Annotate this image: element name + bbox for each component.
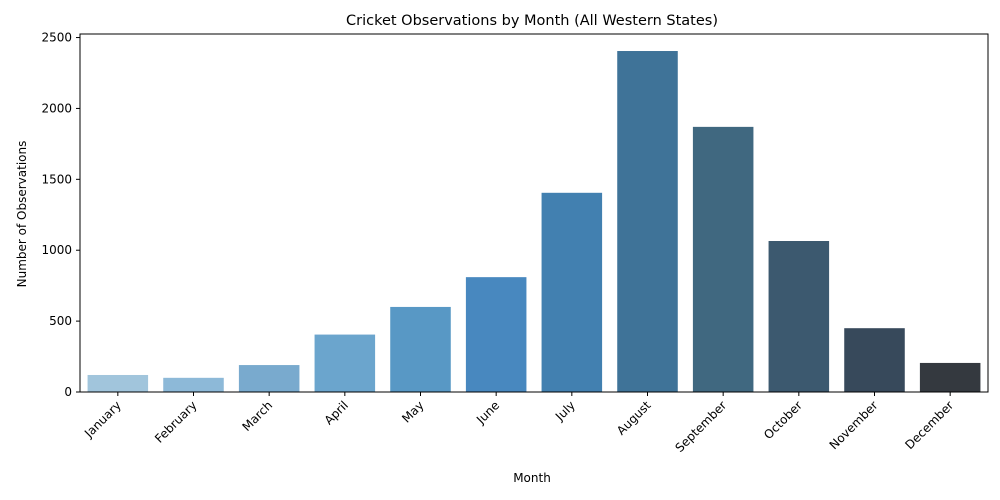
- x-tick-label-june: June: [473, 398, 502, 427]
- x-tick-label-march: March: [240, 398, 276, 434]
- bar-april: [314, 334, 376, 392]
- y-tick-label: 1500: [41, 172, 72, 186]
- y-axis-label: Number of Observations: [15, 141, 29, 288]
- x-tick-label-august: August: [614, 398, 654, 438]
- x-tick-label-february: February: [152, 398, 200, 446]
- bar-october: [768, 241, 830, 392]
- bars-group: [87, 51, 981, 393]
- x-axis: January February March April May June July Augu…: [81, 392, 956, 455]
- bar-december: [919, 362, 981, 392]
- bar-may: [390, 306, 451, 392]
- y-tick-label: 2500: [41, 31, 72, 45]
- x-tick-label-november: November: [827, 398, 881, 452]
- y-tick-label: 0: [64, 385, 72, 399]
- x-tick-label-july: July: [552, 398, 578, 424]
- x-tick-label-may: May: [399, 398, 426, 425]
- plot-frame: [79, 33, 989, 393]
- y-tick-label: 1000: [41, 243, 72, 257]
- bar-january: [87, 374, 149, 392]
- y-tick-label: 2000: [41, 101, 72, 115]
- x-tick-label-april: April: [322, 398, 351, 427]
- x-axis-label: Month: [513, 471, 551, 485]
- bar-june: [465, 277, 527, 392]
- x-tick-label-january: January: [81, 398, 124, 441]
- bar-july: [541, 192, 603, 392]
- bar-august: [617, 51, 678, 393]
- x-tick-label-september: September: [672, 398, 729, 455]
- y-tick-label: 500: [49, 314, 72, 328]
- bar-september: [692, 126, 754, 393]
- x-tick-label-october: October: [761, 398, 805, 442]
- bar-march: [238, 365, 300, 392]
- bar-november: [844, 328, 905, 392]
- y-axis: 0 500 1000 1500 2000 2500: [41, 31, 80, 399]
- chart-title: Cricket Observations by Month (All Weste…: [346, 13, 718, 29]
- bar-february: [163, 377, 224, 392]
- x-tick-label-december: December: [902, 398, 956, 452]
